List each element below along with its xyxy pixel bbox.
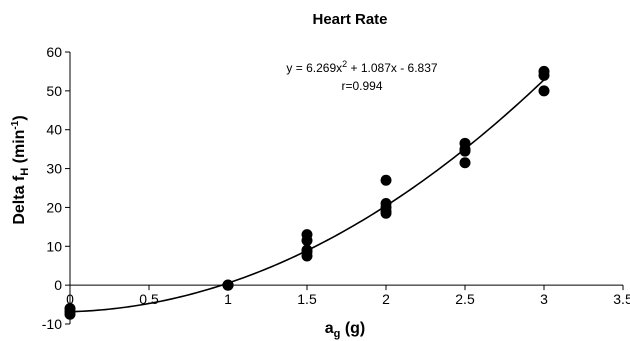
x-tick-label: 1 bbox=[224, 291, 232, 307]
data-point bbox=[64, 308, 76, 320]
data-point bbox=[459, 157, 471, 169]
chart-title: Heart Rate bbox=[312, 11, 387, 28]
y-tick-label: 10 bbox=[46, 238, 62, 254]
y-tick-label: -10 bbox=[42, 316, 62, 332]
y-tick-label: 30 bbox=[46, 161, 62, 177]
x-tick-label: 1.5 bbox=[297, 291, 317, 307]
y-axis-label-close: ) bbox=[11, 115, 28, 120]
data-point bbox=[538, 69, 550, 81]
x-tick-label: 3.5 bbox=[613, 291, 630, 307]
data-point bbox=[538, 85, 550, 97]
x-axis-label-rest: (g) bbox=[340, 320, 365, 337]
y-axis-label-sub: H bbox=[19, 168, 31, 176]
fit-r-value: r=0.994 bbox=[341, 79, 382, 93]
x-axis-label-main: a bbox=[325, 320, 334, 337]
axes bbox=[69, 52, 623, 324]
fit-equation-part-1: y = 6.269x bbox=[286, 61, 342, 75]
fit-equation: y = 6.269x2 + 1.087x - 6.837 bbox=[286, 59, 437, 75]
y-tick-label: 0 bbox=[54, 277, 62, 293]
fit-equation-part-2: + 1.087x - 6.837 bbox=[347, 61, 438, 75]
x-tick-label: 0 bbox=[66, 291, 74, 307]
data-point bbox=[380, 174, 392, 186]
y-axis-label-main: Delta f bbox=[11, 175, 28, 225]
fit-equation-exponent: 2 bbox=[342, 59, 347, 69]
data-point bbox=[222, 279, 234, 291]
y-tick-label: 60 bbox=[46, 44, 62, 60]
fit-curve bbox=[69, 79, 545, 313]
y-tick-label: 40 bbox=[46, 122, 62, 138]
data-points bbox=[64, 65, 550, 320]
x-tick-label: 2.5 bbox=[455, 291, 475, 307]
x-tick-label: 3 bbox=[540, 291, 548, 307]
x-axis-label-sub: g bbox=[334, 328, 341, 340]
data-point bbox=[459, 145, 471, 157]
y-axis-label: Delta fH (min-1) bbox=[10, 115, 31, 224]
x-axis-ticks: 0 0.5 1 1.5 2 2.5 3 3.5 bbox=[66, 285, 630, 307]
x-axis-label: ag (g) bbox=[325, 320, 366, 340]
y-axis-label-rest: (min bbox=[11, 130, 28, 168]
y-axis-label-sup: -1 bbox=[10, 120, 21, 129]
x-tick-label: 2 bbox=[382, 291, 390, 307]
data-point bbox=[380, 207, 392, 219]
data-point bbox=[301, 234, 313, 246]
y-tick-label: 50 bbox=[46, 83, 62, 99]
y-axis-ticks: -10 0 10 20 30 40 50 60 bbox=[42, 44, 70, 332]
y-tick-label: 20 bbox=[46, 199, 62, 215]
data-point bbox=[301, 250, 313, 262]
